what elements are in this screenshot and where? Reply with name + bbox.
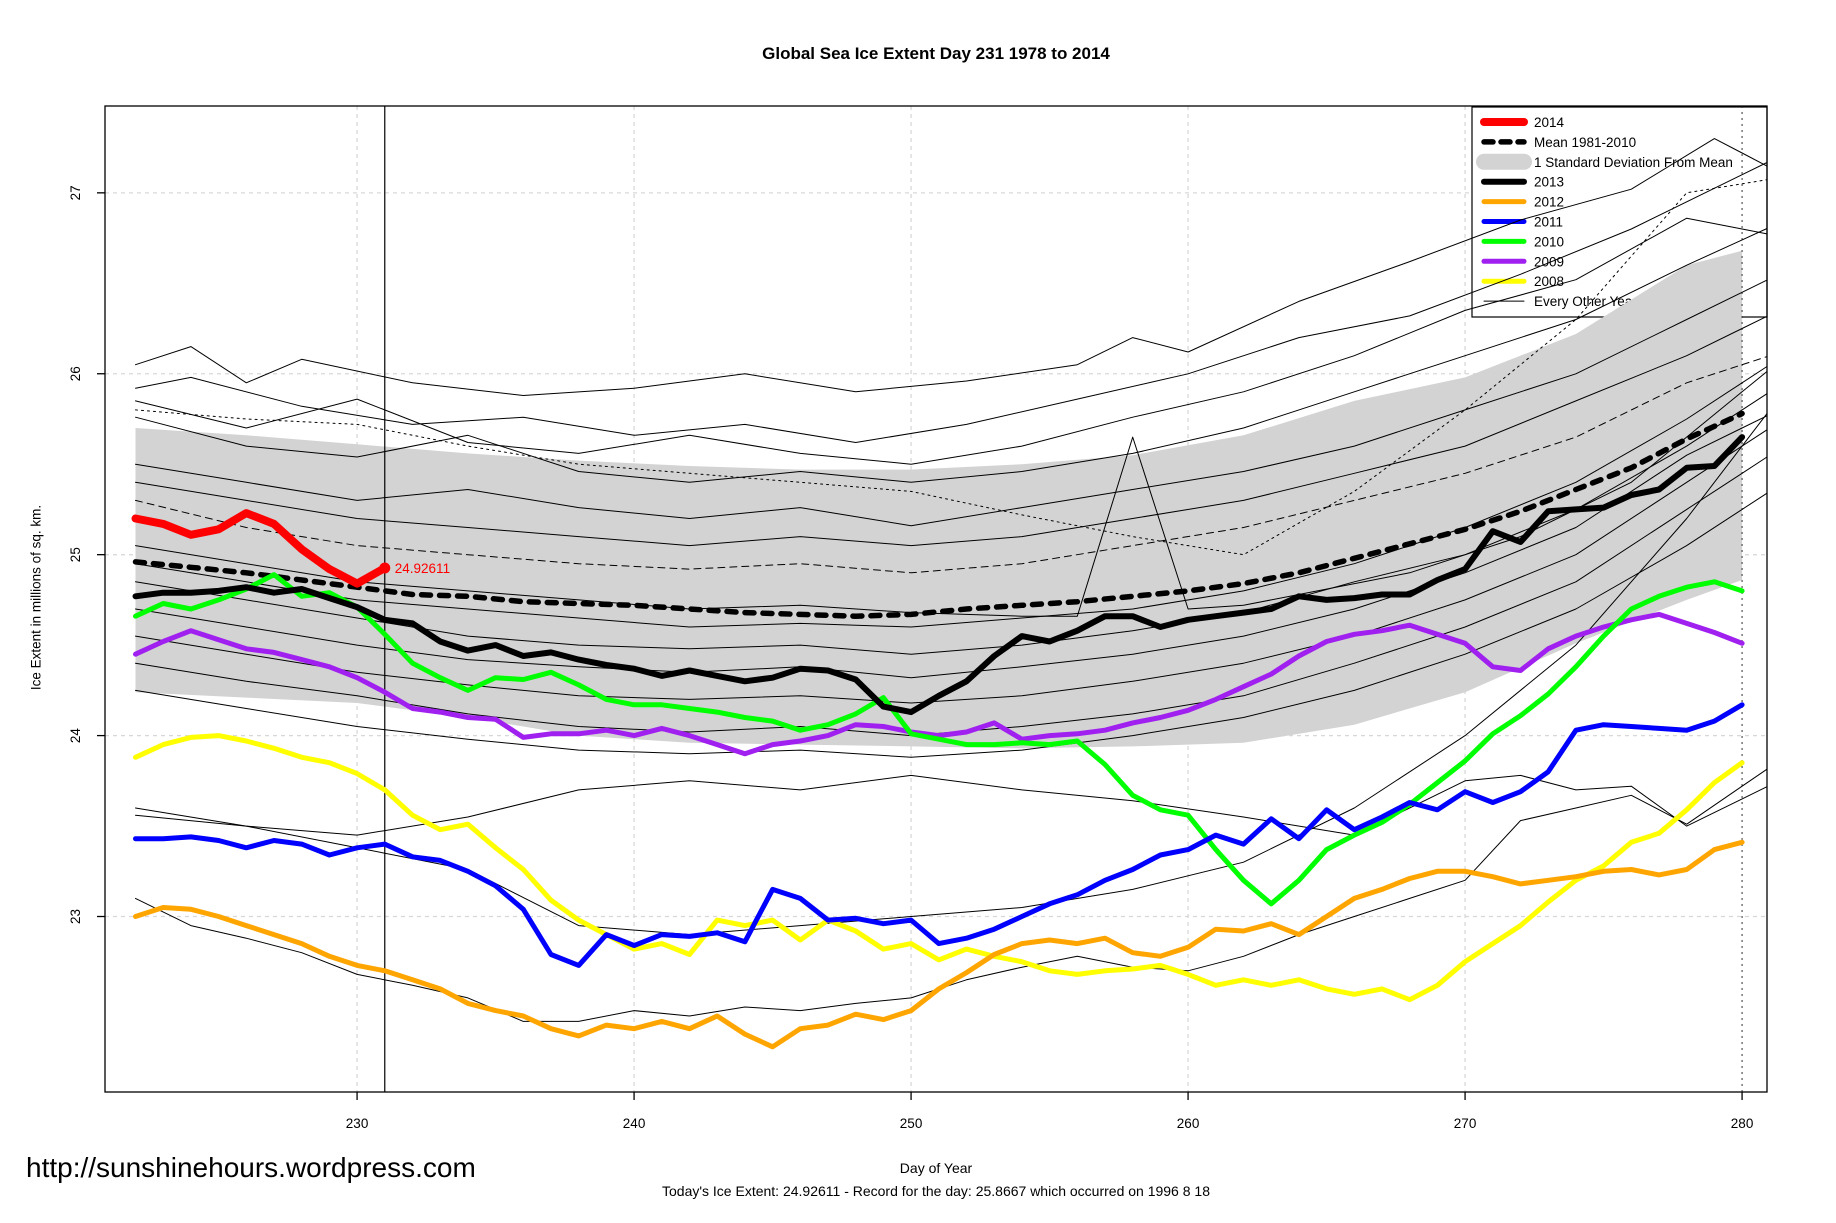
- legend-entry-label: 1 Standard Deviation From Mean: [1534, 155, 1733, 170]
- every-other-year-line: [135, 279, 1768, 527]
- series-2008: [133, 733, 1745, 1003]
- legend-entry-label: 2013: [1534, 175, 1564, 190]
- legend-entry-label: 2010: [1534, 234, 1564, 249]
- every-other-year-line: [135, 366, 1768, 628]
- series-2013: [132, 434, 1746, 716]
- every-other-year-line: [135, 217, 1768, 465]
- series-2012: [133, 839, 1745, 1050]
- x-tick-label: 270: [1454, 1116, 1477, 1131]
- footer-url: http://sunshinehours.wordpress.com: [26, 1152, 476, 1183]
- every-other-year-line: [135, 228, 1768, 483]
- x-axis-label: Day of Year: [899, 1160, 973, 1176]
- series-2014: [131, 509, 389, 588]
- footer-status: Today's Ice Extent: 24.92611 - Record fo…: [662, 1183, 1210, 1199]
- legend-entry-label: 2014: [1534, 115, 1565, 130]
- y-tick-label: 26: [68, 366, 83, 381]
- today-endpoint-dot: [379, 562, 391, 574]
- every-other-year-line: [135, 429, 1768, 704]
- x-tick-label: 280: [1731, 1116, 1754, 1131]
- mean-1981-2010-line: [132, 410, 1745, 619]
- every-other-year-line: [135, 138, 1768, 396]
- every-other-year-line: [135, 393, 1768, 655]
- legend-entry-label: Every Other Year: [1534, 294, 1637, 309]
- legend-entry-label: 2011: [1534, 215, 1563, 230]
- series-2011: [133, 702, 1745, 968]
- every-other-year-line: [135, 315, 1768, 547]
- x-tick-label: 230: [346, 1116, 369, 1131]
- y-tick-label: 23: [68, 909, 83, 924]
- x-tick-label: 260: [1177, 1116, 1200, 1131]
- every-other-year-line: [135, 456, 1768, 737]
- today-value-annotation: 24.92611: [395, 561, 450, 576]
- every-other-year-line: [135, 356, 1768, 574]
- every-other-year-line: [135, 774, 1768, 836]
- chart-title: Global Sea Ice Extent Day 231 1978 to 20…: [762, 44, 1110, 63]
- legend-entry-label: 2012: [1534, 195, 1564, 210]
- plot-border: [104, 105, 1768, 1093]
- y-tick-label: 25: [68, 547, 83, 562]
- every-other-year-line: [135, 162, 1768, 443]
- x-tick-label: 240: [623, 1116, 646, 1131]
- legend-entry-label: Mean 1981-2010: [1534, 135, 1636, 150]
- every-other-year-line: [135, 179, 1768, 556]
- std-deviation-band: [135, 250, 1743, 749]
- every-other-year-line: [135, 371, 1768, 617]
- y-tick-label: 27: [68, 185, 83, 200]
- every-other-year-line: [135, 768, 1768, 1022]
- every-other-year-line: [135, 413, 1768, 936]
- series-2009: [133, 611, 1745, 757]
- every-other-year-line: [135, 492, 1768, 758]
- x-tick-label: 250: [900, 1116, 923, 1131]
- y-tick-label: 24: [68, 728, 83, 744]
- series-2010: [133, 572, 1745, 907]
